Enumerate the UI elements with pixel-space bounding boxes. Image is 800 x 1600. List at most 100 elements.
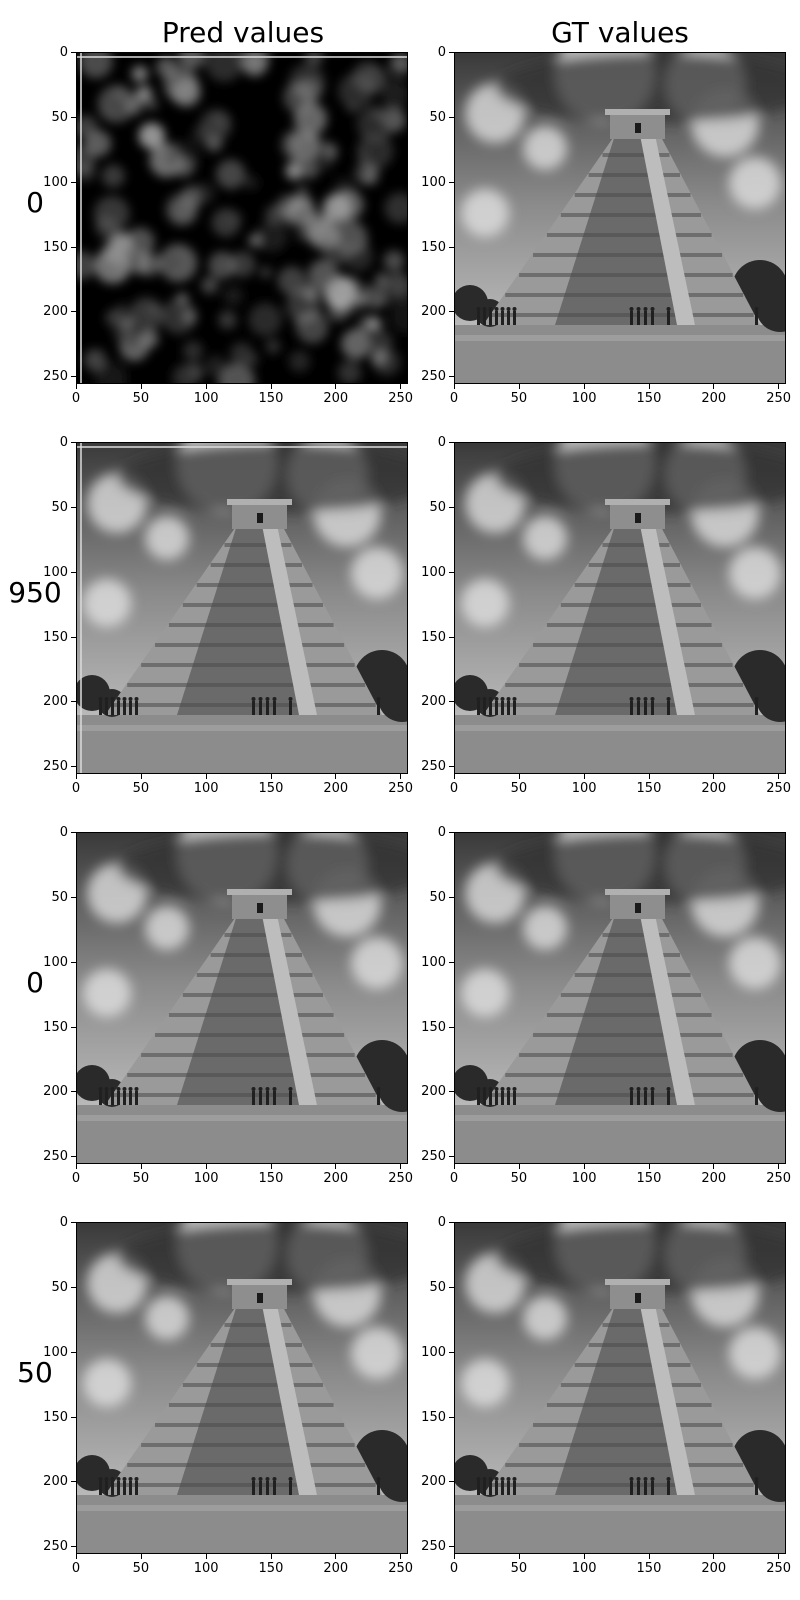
x-tick-label: 200	[323, 1561, 349, 1576]
people	[476, 307, 759, 325]
y-tick-mark	[449, 701, 454, 703]
x-tick-label: 100	[193, 1171, 219, 1186]
x-tick-label: 100	[571, 391, 597, 406]
x-tick-label: 250	[766, 391, 792, 406]
y-tick-mark	[71, 1026, 76, 1028]
x-tick-mark	[583, 384, 585, 389]
x-tick-mark	[778, 1164, 780, 1169]
x-tick-label: 250	[766, 1561, 792, 1576]
x-tick-label: 100	[571, 781, 597, 796]
x-tick-label: 250	[766, 1171, 792, 1186]
x-tick-label: 0	[71, 391, 81, 406]
y-tick-mark	[449, 766, 454, 768]
x-tick-mark	[454, 774, 455, 779]
x-tick-mark	[518, 1164, 520, 1169]
y-tick-label: 150	[421, 239, 446, 255]
x-tick-mark	[335, 1164, 337, 1169]
y-tick-label: 50	[429, 499, 446, 515]
x-tick-mark	[270, 1554, 272, 1559]
y-tick-label: 200	[421, 304, 446, 320]
x-tick-label: 200	[323, 1171, 349, 1186]
ground	[77, 1105, 407, 1163]
y-tick-label: 150	[43, 1409, 68, 1425]
ground	[455, 715, 785, 773]
y-tick-mark	[71, 1416, 76, 1418]
y-tick-label: 50	[429, 109, 446, 125]
x-tick-label: 50	[132, 391, 150, 406]
x-tick-mark	[205, 774, 207, 779]
y-tick-label: 0	[437, 435, 446, 450]
x-tick-label: 200	[323, 781, 349, 796]
image-canvas	[77, 1223, 407, 1553]
y-tick-label: 50	[429, 1279, 446, 1295]
clouds	[461, 833, 785, 1017]
y-tick-label: 100	[421, 954, 446, 970]
y-tick-label: 0	[437, 825, 446, 840]
y-tick-mark	[449, 832, 454, 833]
pred-image-row-3	[76, 1222, 408, 1554]
gt-image-row-0	[454, 52, 786, 384]
x-tick-label: 50	[510, 1561, 528, 1576]
x-tick-label: 0	[71, 781, 81, 796]
image-canvas	[77, 833, 407, 1163]
y-tick-mark	[449, 1546, 454, 1548]
x-tick-label: 150	[258, 1561, 284, 1576]
x-tick-mark	[270, 384, 272, 389]
x-tick-mark	[648, 774, 650, 779]
x-tick-mark	[518, 1554, 520, 1559]
x-tick-mark	[648, 1554, 650, 1559]
x-tick-mark	[76, 384, 77, 389]
x-tick-label: 200	[701, 1171, 727, 1186]
x-tick-label: 0	[449, 781, 459, 796]
y-tick-mark	[449, 896, 454, 898]
clouds	[461, 443, 785, 627]
x-tick-label: 50	[132, 781, 150, 796]
ground	[77, 715, 407, 773]
x-tick-mark	[76, 774, 77, 779]
y-tick-mark	[71, 1351, 76, 1353]
y-tick-label: 0	[59, 1215, 68, 1230]
y-tick-label: 250	[421, 759, 446, 775]
ground	[455, 325, 785, 383]
people	[476, 697, 759, 715]
y-tick-mark	[449, 1156, 454, 1158]
y-tick-mark	[71, 311, 76, 313]
y-tick-label: 50	[51, 1279, 68, 1295]
y-tick-mark	[71, 1091, 76, 1093]
y-tick-mark	[449, 1026, 454, 1028]
x-tick-label: 200	[701, 781, 727, 796]
clouds	[461, 53, 785, 237]
pred-image-row-0	[76, 52, 408, 384]
y-tick-mark	[71, 1156, 76, 1158]
people	[98, 1087, 381, 1105]
x-tick-mark	[335, 384, 337, 389]
x-tick-mark	[648, 1164, 650, 1169]
y-tick-mark	[449, 1222, 454, 1223]
column-title-gt: GT values	[551, 16, 689, 49]
column-title-pred: Pred values	[161, 16, 325, 49]
x-tick-label: 100	[193, 1561, 219, 1576]
pred-image-row-2	[76, 832, 408, 1164]
gt-image-row-1	[454, 442, 786, 774]
x-tick-mark	[270, 774, 272, 779]
x-tick-mark	[400, 774, 402, 779]
y-tick-mark	[449, 376, 454, 378]
y-tick-mark	[71, 181, 76, 183]
x-tick-mark	[205, 1164, 207, 1169]
x-tick-mark	[400, 384, 402, 389]
x-tick-label: 100	[571, 1561, 597, 1576]
x-tick-label: 50	[132, 1171, 150, 1186]
x-tick-mark	[454, 384, 455, 389]
y-tick-mark	[449, 311, 454, 313]
y-tick-mark	[449, 961, 454, 963]
y-tick-label: 200	[43, 1084, 68, 1100]
ground	[455, 1495, 785, 1553]
x-tick-mark	[713, 384, 715, 389]
y-tick-label: 200	[421, 1084, 446, 1100]
y-tick-label: 150	[43, 629, 68, 645]
ground	[455, 1105, 785, 1163]
y-tick-label: 200	[43, 694, 68, 710]
y-tick-label: 100	[43, 174, 68, 190]
x-tick-mark	[140, 384, 142, 389]
y-tick-mark	[449, 181, 454, 183]
